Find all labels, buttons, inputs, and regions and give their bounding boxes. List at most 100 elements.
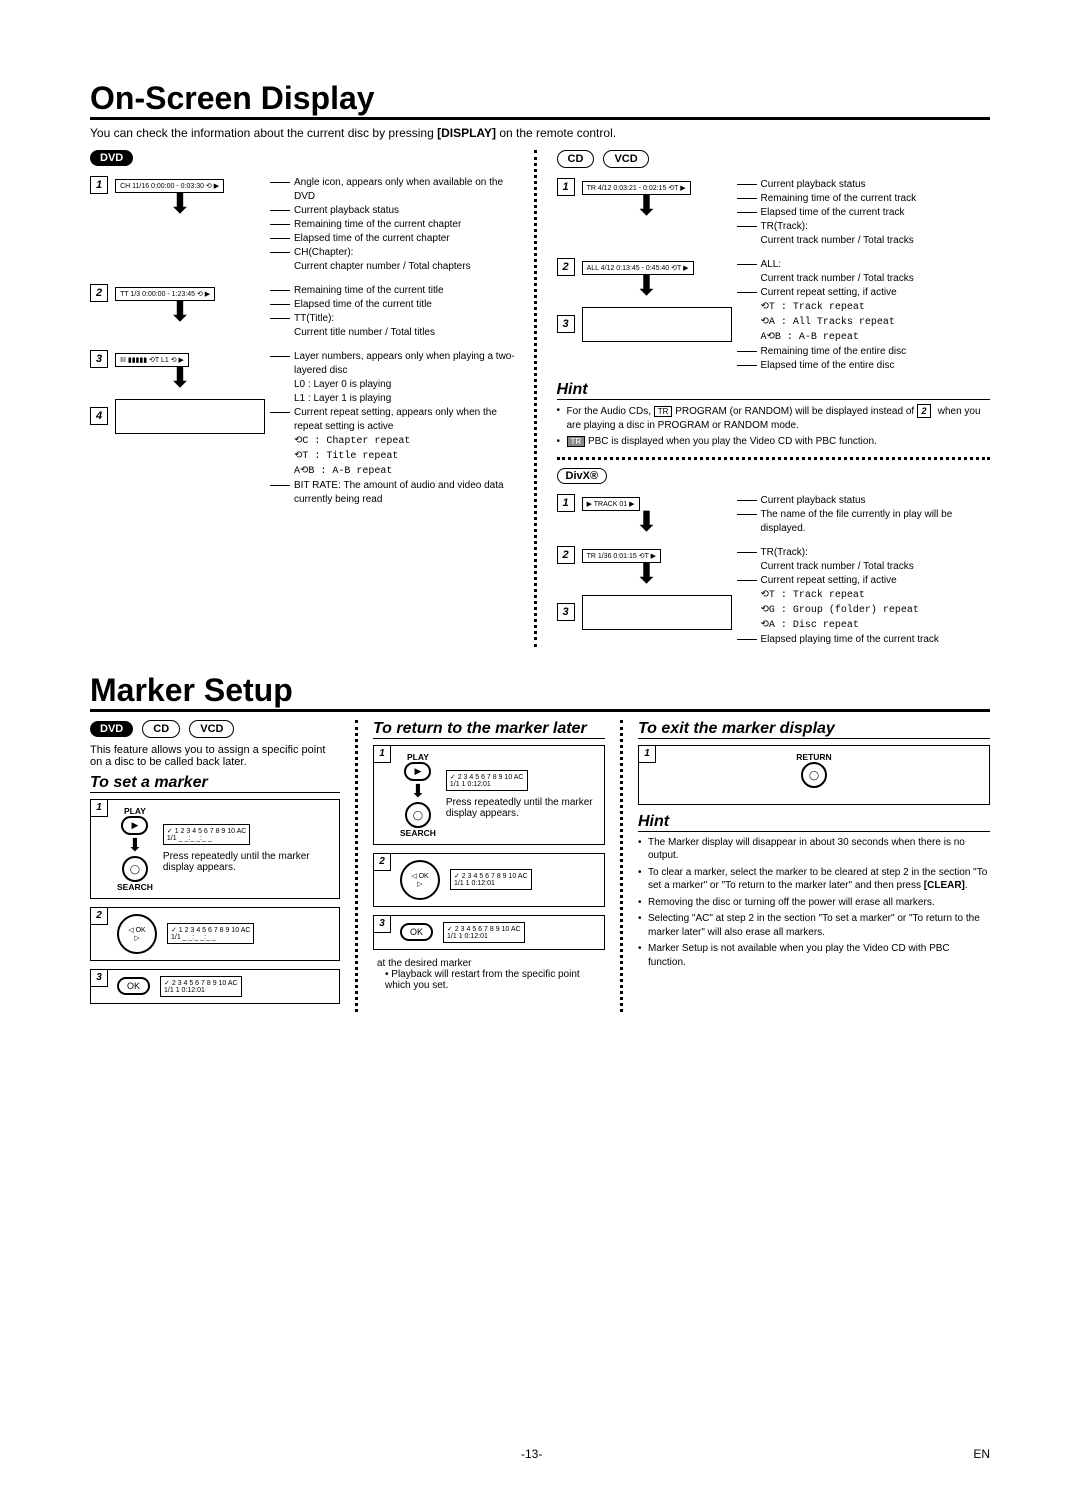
marker-title: Marker Setup [90,672,990,712]
osd-intro-a: You can check the information about the … [90,126,437,140]
dvd-c8: TT(Title):Current title number / Total t… [294,312,435,340]
divx-c5: Elapsed playing time of the current trac… [761,633,939,647]
cd-screen-3-num: 3 [557,315,575,333]
dvd-c11: BIT RATE: The amount of audio and video … [294,479,524,507]
cd-screen-2-num: 2 [557,258,575,276]
return-bar-3: ✓ 2 3 4 5 6 7 8 9 10 AC1/1 1 0:12:01 [443,922,525,943]
dvd-screen-2-bar: TT 1/3 0:00:00 - 1:23:45 ⟲ ▶ [115,287,215,301]
dvd-c10: Current repeat setting, appears only whe… [294,406,524,479]
exit-hint-list: The Marker display will disappear in abo… [638,836,990,970]
ok-button-icon: OK [400,923,433,941]
dvd-screen-2-num: 2 [90,284,108,302]
cd-badge: CD [557,150,595,168]
divx-c4: Current repeat setting, if active⟲T : Tr… [761,574,919,633]
dvd-screen-4-box [115,399,265,434]
return-bar-1: ✓ 2 3 4 5 6 7 8 9 10 AC1/1 1 0:12:01 [446,770,528,791]
divx-screen-1-num: 1 [557,494,575,512]
set-bar-2: ✓ 1 2 3 4 5 6 7 8 9 10 AC1/1 _ _:_ _:_ _ [167,923,254,944]
dvd-c5: CH(Chapter):Current chapter number / Tot… [294,246,471,274]
divx-badge: DivX® [557,468,608,484]
vcd-badge: VCD [603,150,648,168]
dvd-screen-1-num: 1 [90,176,108,194]
set-bar-1: ✓ 1 2 3 4 5 6 7 8 9 10 AC1/1 _ _:_ _:_ _ [163,824,250,845]
set-head: To set a marker [90,774,340,793]
arrow-down-icon: ⬇ [557,192,737,220]
dvd-screen-3-num: 3 [90,350,108,368]
return-button-icon: ◯ [801,762,827,788]
cd-hint-1: For the Audio CDs, TR PROGRAM (or RANDOM… [557,404,991,432]
set-step-1: 1 PLAY ▶ ⬇ ◯ SEARCH ✓ 1 2 3 4 5 6 7 8 9 … [90,799,340,899]
divx-screen-2-num: 2 [557,546,575,564]
dvd-column: DVD 1 CH 11/16 0:00:00 - 0:03:30 ⟲ ▶ ⬇ A… [90,150,537,647]
osd-title: On-Screen Display [90,80,990,120]
marker-cd-badge: CD [142,720,180,738]
divx-c1: Current playback status [761,494,866,508]
cd-c2: Remaining time of the current track [761,192,917,206]
dpad-icon: ◁ OK ▷ [400,860,440,900]
ok-button-icon: OK [117,977,150,995]
cd-c5: ALL:Current track number / Total tracks [761,258,914,286]
cd-divx-column: CD VCD 1 TR 4/12 0:03:21 - 0:02:15 ⟲T ▶ … [557,150,991,647]
dvd-c3: Remaining time of the current chapter [294,218,461,232]
divx-screen-3-box [582,595,732,630]
exit-hint-2: To clear a marker, select the marker to … [638,866,990,893]
page-footer: -13- EN [0,1447,1080,1461]
dvd-c6: Remaining time of the current title [294,284,444,298]
marker-dvd-badge: DVD [90,721,133,737]
return-step-3: 3 OK ✓ 2 3 4 5 6 7 8 9 10 AC1/1 1 0:12:0… [373,915,605,950]
arrow-down-icon: ⬇ [557,560,737,588]
cd-c3: Elapsed time of the current track [761,206,905,220]
arrow-down-icon: ⬇ [557,508,737,536]
marker-vcd-badge: VCD [189,720,234,738]
exit-hint-1: The Marker display will disappear in abo… [638,836,990,863]
play-label: PLAY [117,806,153,816]
play-button-icon: ▶ [404,762,431,781]
osd-intro-c: on the remote control. [496,126,616,140]
return-step-3-note: • Playback will restart from the specifi… [373,969,605,991]
dvd-c4: Elapsed time of the current chapter [294,232,450,246]
page-lang: EN [973,1447,990,1461]
cd-c8: Elapsed time of the entire disc [761,359,895,373]
return-bar-2: ✓ 2 3 4 5 6 7 8 9 10 AC1/1 1 0:12:01 [450,869,532,890]
divx-c3: TR(Track):Current track number / Total t… [761,546,914,574]
search-button-icon: ◯ [405,802,431,828]
play-label: PLAY [400,752,436,762]
exit-head: To exit the marker display [638,720,990,739]
cd-c1: Current playback status [761,178,866,192]
dvd-screen-4-num: 4 [90,407,108,425]
return-step-2: 2 ◁ OK ▷ ✓ 2 3 4 5 6 7 8 9 10 AC1/1 1 0:… [373,853,605,907]
set-step-3: 3 OK ✓ 2 3 4 5 6 7 8 9 10 AC1/1 1 0:12:0… [90,969,340,1004]
dvd-c2: Current playback status [294,204,399,218]
cd-hint-list: For the Audio CDs, TR PROGRAM (or RANDOM… [557,404,991,449]
cd-hint-head: Hint [557,381,991,400]
osd-intro-b: [DISPLAY] [437,126,496,140]
return-step-3-text: at the desired marker [373,958,605,969]
arrow-down-icon: ⬇ [90,298,270,326]
set-step-2: 2 ◁ OK ▷ ✓ 1 2 3 4 5 6 7 8 9 10 AC1/1 _ … [90,907,340,961]
osd-intro: You can check the information about the … [90,126,990,140]
divx-screen-1-bar: ▶ TRACK 01 ▶ [582,497,640,511]
search-button-icon: ◯ [122,856,148,882]
set-step-1-text: Press repeatedly until the marker displa… [163,851,333,873]
arrow-down-icon: ⬇ [557,272,737,300]
dvd-badge: DVD [90,150,133,166]
exit-step-1: 1 RETURN ◯ [638,745,990,805]
search-label: SEARCH [117,882,153,892]
dvd-c1: Angle icon, appears only when available … [294,176,524,204]
set-bar-3: ✓ 2 3 4 5 6 7 8 9 10 AC1/1 1 0:12:01 [160,976,242,997]
dvd-c9: Layer numbers, appears only when playing… [294,350,524,406]
divx-c2: The name of the file currently in play w… [761,508,991,536]
play-button-icon: ▶ [121,816,148,835]
marker-set-column: DVD CD VCD This feature allows you to as… [90,720,340,1012]
marker-exit-column: To exit the marker display 1 RETURN ◯ Hi… [620,720,990,1012]
dpad-icon: ◁ OK ▷ [117,914,157,954]
exit-hint-4: Selecting "AC" at step 2 in the section … [638,912,990,939]
exit-hint-5: Marker Setup is not available when you p… [638,942,990,969]
return-step-1-text: Press repeatedly until the marker displa… [446,797,598,819]
exit-hint-3: Removing the disc or turning off the pow… [638,896,990,910]
cd-c7: Remaining time of the entire disc [761,345,907,359]
arrow-down-icon: ⬇ [90,364,270,392]
cd-c6: Current repeat setting, if active⟲T : Tr… [761,286,897,345]
return-label: RETURN [645,752,983,762]
divx-screen-3-num: 3 [557,603,575,621]
